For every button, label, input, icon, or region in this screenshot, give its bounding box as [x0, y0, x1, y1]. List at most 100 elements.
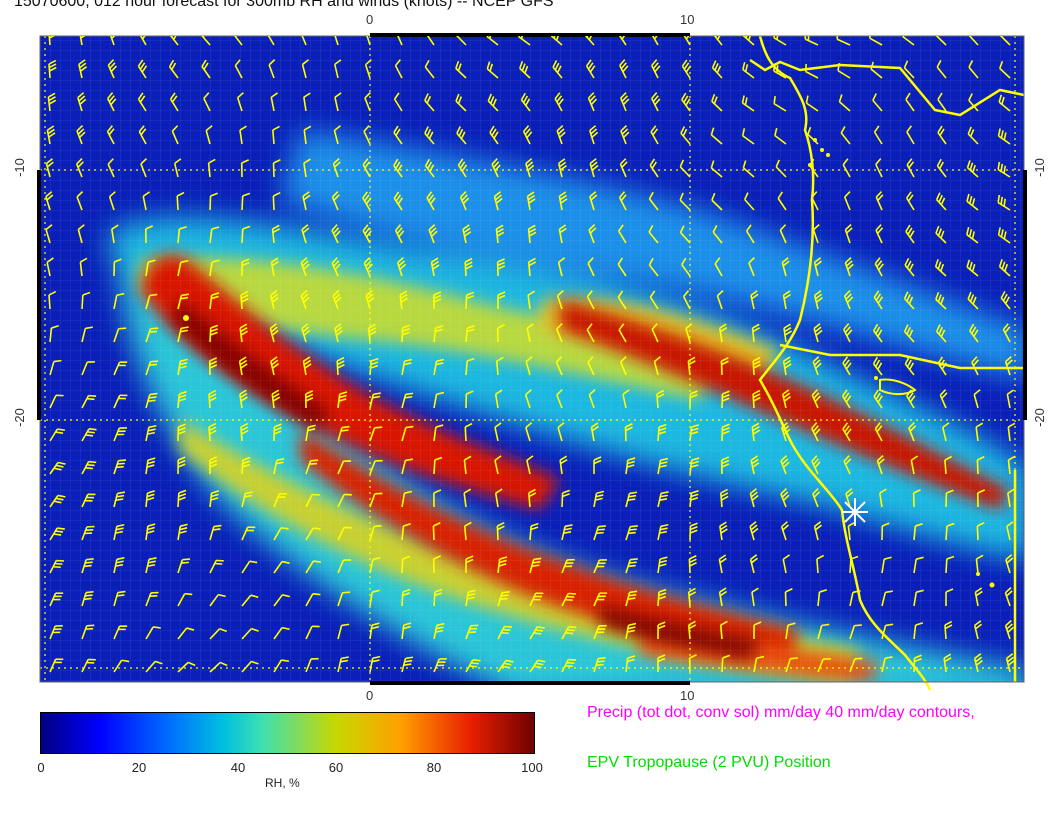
wind-barb: [750, 455, 760, 475]
wind-barb: [424, 59, 435, 79]
wind-barb: [561, 489, 571, 508]
wind-barb: [945, 588, 954, 607]
wind-barb: [625, 622, 637, 640]
wind-barb: [270, 356, 280, 376]
wind-barb: [240, 290, 249, 310]
wind-barb: [913, 622, 924, 640]
left-tick-neg10: -10: [11, 158, 27, 177]
wind-barb: [241, 526, 256, 541]
wind-barb: [1004, 620, 1015, 640]
wind-barb: [241, 192, 251, 211]
wind-barb: [558, 224, 567, 244]
wind-barb: [334, 323, 344, 343]
wind-barb: [657, 491, 669, 508]
wind-barb: [49, 494, 66, 508]
wind-barb: [108, 36, 118, 46]
wind-barb: [489, 125, 499, 145]
wind-barb: [495, 224, 505, 244]
wind-barb: [239, 125, 247, 145]
wind-barb: [902, 36, 915, 46]
wind-barb: [556, 125, 566, 145]
wind-barb: [529, 522, 539, 541]
wind-barb: [944, 455, 953, 475]
wind-barb: [651, 92, 661, 112]
wind-barb: [881, 590, 893, 607]
wind-barb: [208, 422, 217, 442]
wind-barb: [842, 422, 852, 442]
wind-barb: [718, 554, 727, 574]
wind-barb: [208, 389, 217, 409]
wind-barb: [844, 224, 853, 244]
wind-barb: [620, 92, 630, 112]
wind-barb: [520, 92, 531, 112]
wind-barb: [138, 36, 148, 46]
wind-barb: [394, 224, 405, 244]
wind-barb: [593, 456, 602, 475]
wind-barb: [873, 125, 883, 145]
wind-barb: [711, 192, 723, 211]
wind-barb: [168, 59, 179, 79]
wind-barb: [48, 59, 57, 79]
wind-barb: [689, 490, 699, 508]
wind-barb: [881, 656, 893, 673]
wind-barb: [177, 627, 195, 640]
wind-barb: [331, 224, 341, 244]
wind-barb: [813, 290, 823, 310]
wind-barb: [272, 159, 281, 178]
wind-barb: [811, 422, 821, 442]
wind-barb: [113, 327, 127, 343]
wind-barb: [625, 655, 636, 673]
wind-barb: [807, 126, 819, 145]
wind-barb: [497, 291, 506, 310]
wind-barb: [721, 390, 730, 409]
wind-barb: [302, 356, 312, 376]
wind-barb: [240, 422, 249, 442]
wind-barb: [49, 658, 64, 673]
wind-barb: [241, 491, 253, 508]
wind-barb: [904, 356, 915, 376]
wind-barb: [113, 427, 127, 442]
wind-barb: [496, 521, 505, 541]
wind-barb: [78, 36, 88, 46]
wind-barb: [494, 455, 502, 475]
wind-barb: [362, 224, 372, 244]
wind-barb: [465, 390, 474, 409]
wind-barb: [209, 661, 228, 673]
wind-barb: [976, 521, 985, 541]
wind-barb: [879, 488, 887, 508]
rh-wind-map[interactable]: [0, 0, 1056, 700]
wind-barb: [363, 257, 373, 277]
wind-barb: [113, 394, 128, 409]
wind-barb: [649, 158, 659, 178]
wind-barb: [519, 60, 531, 79]
wind-barb: [1005, 653, 1015, 673]
wind-barb: [873, 290, 884, 310]
wind-barb: [49, 359, 62, 376]
wind-barb: [721, 456, 730, 475]
wind-barb: [113, 625, 128, 640]
wind-barb: [241, 225, 251, 244]
wind-barb: [816, 554, 825, 574]
wind-barb: [305, 625, 320, 640]
wind-barb: [773, 63, 787, 79]
wind-barb: [625, 558, 638, 574]
wind-barb: [588, 224, 597, 244]
wind-barb: [1002, 323, 1011, 343]
wind-barb: [561, 658, 577, 673]
wind-barb: [817, 623, 830, 640]
wind-barb: [718, 323, 728, 343]
wind-barb: [939, 389, 948, 409]
wind-barb: [526, 191, 536, 211]
wind-barb: [144, 225, 154, 244]
wind-barb: [935, 36, 947, 46]
wind-barb: [561, 592, 576, 607]
wind-barb: [209, 628, 228, 640]
wind-barb: [775, 159, 787, 178]
wind-barb: [874, 257, 884, 277]
wind-barb: [424, 158, 435, 178]
wind-barb: [299, 36, 307, 46]
wind-barb: [682, 36, 692, 46]
wind-barb: [463, 521, 472, 541]
wind-barb: [937, 356, 947, 376]
wind-barb: [711, 93, 723, 112]
